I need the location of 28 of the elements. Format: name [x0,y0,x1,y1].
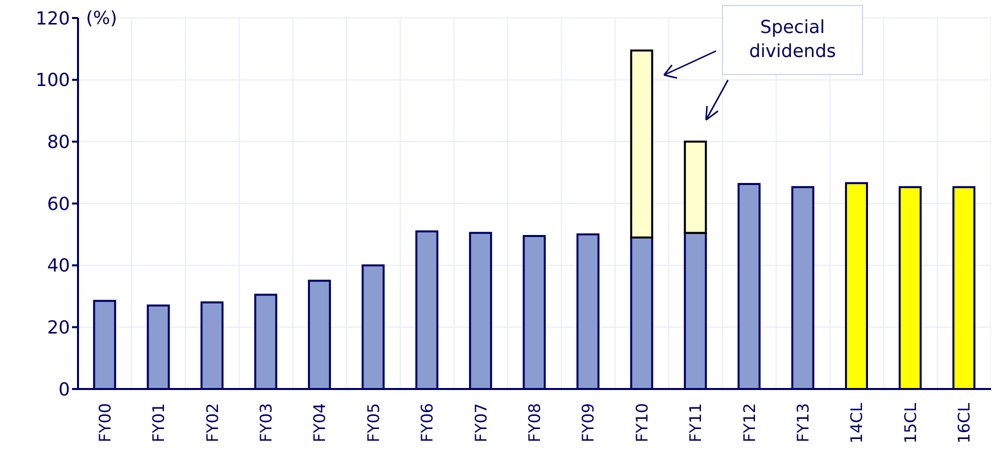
bar [684,140,707,234]
x-tick-label: 15CL [900,402,920,444]
y-tick-label: 100 [36,70,70,92]
x-tick-label: FY01 [149,403,168,442]
y-tick-label: 120 [36,8,70,30]
x-tick-label: FY06 [418,403,437,442]
y-axis-title: (%) [86,8,118,29]
x-tick-label: 16CL [954,402,974,444]
x-tick-label: 14CL [847,402,866,444]
x-tick-label: FY04 [310,403,330,442]
x-tick-label: FY12 [740,403,759,442]
annotation: Special dividends [722,5,863,75]
x-tick-label: FY09 [578,403,598,442]
bar [630,49,654,239]
x-tick-label: FY08 [525,403,544,442]
x-tick-label: FY03 [256,403,276,442]
y-tick-label: 60 [47,194,70,215]
x-tick-label: FY02 [202,403,222,442]
x-tick-label: FY07 [471,403,490,442]
x-tick-label: FY11 [686,403,706,442]
y-tick-label: 20 [47,318,70,339]
y-tick-label: 80 [47,132,70,154]
x-tick-label: FY13 [794,403,813,442]
x-tick-label: FY10 [632,403,652,442]
y-tick-label: 0 [58,379,70,400]
x-tick-label: FY00 [95,403,114,442]
x-tick-label: FY05 [364,403,383,442]
y-tick-label: 40 [47,256,70,277]
